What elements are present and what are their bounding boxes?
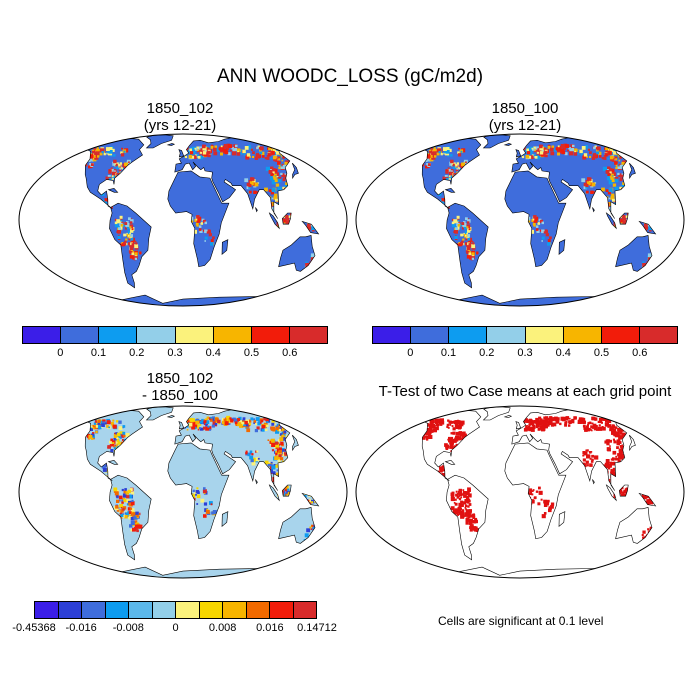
- colorbar-1850-102-tick-label: 0.4: [205, 347, 221, 359]
- panel-2-title-line1: 1850_100: [491, 100, 559, 117]
- colorbar-difference-tick-label: -0.016: [65, 622, 97, 634]
- colorbar-difference-swatch: [152, 602, 176, 618]
- colorbar-1850-102-ticks: 0 0.1 0.2 0.3 0.4 0.5 0.6: [22, 347, 328, 361]
- map-border: [18, 133, 348, 307]
- colorbar-1850-102-tick-label: 0.2: [129, 347, 145, 359]
- colorbar-1850-100-tick-label: 0.6: [632, 347, 648, 359]
- landmass-greenland: [483, 406, 511, 420]
- landmass-madagascar: [559, 511, 565, 527]
- map-border: [355, 405, 685, 579]
- map-border: [18, 405, 348, 579]
- colorbar-1850-102-swatch: [61, 327, 100, 343]
- colorbar-1850-102-swatch: [289, 327, 327, 343]
- colorbar-1850-102-tick-label: 0.3: [167, 347, 183, 359]
- panel-1-title-line2: (yrs 12-21): [143, 117, 217, 134]
- colorbar-1850-102-swatch: [175, 327, 214, 343]
- colorbar-1850-102-swatch: [251, 327, 290, 343]
- colorbar-difference-tick-label: -0.45368: [12, 622, 56, 634]
- colorbar-1850-100-tick-label: 0: [407, 347, 414, 359]
- colorbar-1850-100-swatch: [411, 327, 450, 343]
- colorbar-difference-swatch: [246, 602, 270, 618]
- landmass-greenland: [146, 406, 174, 420]
- colorbar-1850-100-swatch: [487, 327, 526, 343]
- colorbar-difference-swatch: [129, 602, 153, 618]
- colorbar-1850-102-tick-label: 0.1: [90, 347, 107, 359]
- colorbar-1850-100-tick-label: 0.5: [593, 347, 610, 359]
- colorbar-1850-102: [22, 326, 328, 344]
- colorbar-1850-100: [372, 326, 678, 344]
- colorbar-1850-102-swatch: [99, 327, 138, 343]
- landmass-madagascar: [222, 239, 228, 255]
- landmass-greenland: [483, 134, 511, 148]
- map-panel-1850-100: [355, 133, 685, 307]
- grid-cells: [81, 415, 318, 542]
- panel-2-title-line2: (yrs 12-21): [488, 117, 562, 134]
- colorbar-1850-102-swatch: [213, 327, 252, 343]
- panel-1-title-line1: 1850_102: [146, 100, 214, 117]
- colorbar-difference-tick-label: 0: [172, 622, 179, 634]
- landmass-uk: [515, 421, 521, 429]
- map-content: [19, 406, 347, 578]
- map-panel-1850-102: [18, 133, 348, 307]
- colorbar-difference-tick-label: 0.14712: [297, 622, 337, 634]
- colorbar-difference-tick-label: -0.008: [112, 622, 144, 634]
- colorbar-difference-swatch: [82, 602, 106, 618]
- colorbar-difference-swatch: [293, 602, 316, 618]
- colorbar-1850-102-swatch: [137, 327, 176, 343]
- colorbar-1850-100-swatch: [601, 327, 640, 343]
- colorbar-difference-swatch: [270, 602, 294, 618]
- figure-title: ANN WOODC_LOSS (gC/m2d): [216, 66, 484, 87]
- colorbar-1850-100-swatch: [563, 327, 602, 343]
- colorbar-difference: [34, 601, 317, 619]
- colorbar-1850-100-tick-label: 0.3: [517, 347, 533, 359]
- colorbar-1850-100-tick-label: 0.2: [479, 347, 495, 359]
- landmass-africa: [504, 442, 566, 539]
- panel-3-title: 1850_102 - 1850_100: [95, 370, 265, 404]
- landmass-uk: [178, 149, 184, 157]
- colorbar-1850-102-swatch: [23, 327, 62, 343]
- colorbar-1850-100-ticks: 0 0.1 0.2 0.3 0.4 0.5 0.6: [372, 347, 678, 361]
- colorbar-difference-tick-label: 0.008: [208, 622, 237, 634]
- significance-note: Cells are significant at 0.1 level: [438, 614, 604, 628]
- map-border: [355, 133, 685, 307]
- colorbar-1850-102-tick-label: 0.6: [282, 347, 298, 359]
- map-panel-difference: [18, 405, 348, 579]
- panel-1-title: 1850_102 (yrs 12-21): [95, 100, 265, 134]
- colorbar-1850-100-swatch: [449, 327, 488, 343]
- colorbar-1850-100-tick-label: 0.1: [440, 347, 457, 359]
- landmass-greenland: [146, 134, 174, 148]
- map-content: [356, 406, 684, 578]
- panel-2-title: 1850_100 (yrs 12-21): [440, 100, 610, 134]
- panel-3-title-line1: 1850_102: [146, 370, 214, 387]
- colorbar-1850-100-tick-label: 0.4: [555, 347, 571, 359]
- colorbar-difference-tick-label: 0.016: [256, 622, 284, 634]
- colorbar-difference-swatch: [35, 602, 59, 618]
- map-panel-ttest: [355, 405, 685, 579]
- colorbar-difference-swatch: [199, 602, 223, 618]
- panel-3-title-line2: - 1850_100: [142, 387, 218, 404]
- colorbar-1850-100-swatch: [639, 327, 677, 343]
- map-content: [356, 134, 684, 306]
- landmass-madagascar: [222, 511, 228, 527]
- panel-4-title-line1: T-Test of two Case means at each grid po…: [378, 383, 672, 400]
- grid-cells: [419, 416, 654, 542]
- colorbar-1850-102-tick-label: 0: [57, 347, 64, 359]
- colorbar-difference-swatch: [105, 602, 129, 618]
- colorbar-difference-swatch: [58, 602, 82, 618]
- landmass-madagascar: [559, 239, 565, 255]
- colorbar-difference-swatch: [176, 602, 200, 618]
- colorbar-difference-swatch: [223, 602, 247, 618]
- colorbar-1850-100-swatch: [373, 327, 412, 343]
- landmass-uk: [178, 421, 184, 429]
- colorbar-1850-100-swatch: [525, 327, 564, 343]
- grid-cells: [420, 143, 654, 269]
- landmass-uk: [515, 149, 521, 157]
- landmass-sumatra: [269, 485, 280, 501]
- colorbar-1850-102-tick-label: 0.5: [243, 347, 260, 359]
- panel-4-title: T-Test of two Case means at each grid po…: [360, 383, 690, 400]
- colorbar-difference-ticks: -0.45368 -0.016 -0.008 0 0.008 0.016 0.14712: [12, 622, 337, 636]
